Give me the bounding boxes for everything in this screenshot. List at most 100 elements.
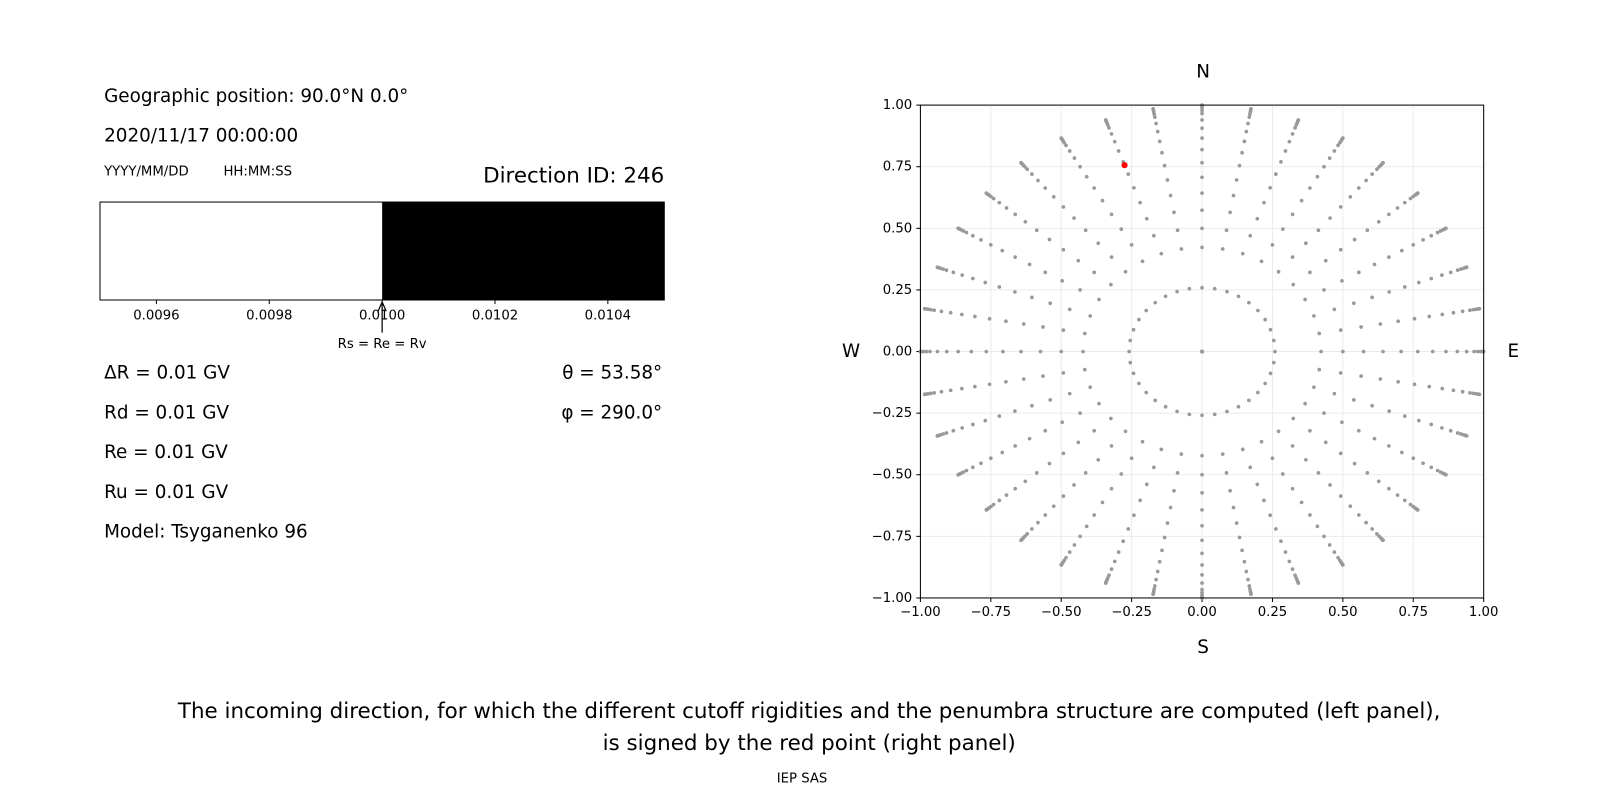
direction-point (1464, 265, 1469, 270)
direction-point (984, 191, 989, 195)
direction-point (932, 391, 936, 395)
direction-point (1013, 444, 1018, 448)
direction-point (1116, 149, 1121, 153)
direction-point (1448, 428, 1453, 433)
direction-point (1000, 248, 1005, 253)
direction-point (973, 384, 977, 389)
direction-point (1109, 132, 1114, 136)
direction-point (1061, 247, 1066, 252)
direction-point (1154, 121, 1158, 126)
direction-point (1144, 482, 1149, 487)
direction-point (1332, 149, 1337, 153)
direction-point (1271, 338, 1276, 343)
direction-point (1021, 377, 1026, 381)
direction-point (1175, 228, 1180, 233)
direction-point (1092, 186, 1097, 190)
direction-point (1455, 431, 1460, 435)
x-tick-label: −0.25 (1111, 605, 1152, 620)
direction-point (1200, 453, 1204, 458)
direction-point (988, 242, 993, 247)
direction-point (1279, 160, 1283, 164)
direction-point (1109, 416, 1113, 421)
direction-point (1460, 389, 1465, 394)
direction-point (1378, 377, 1383, 381)
direction-point (1356, 270, 1361, 275)
direction-point (1327, 156, 1332, 160)
direction-point (1291, 416, 1296, 421)
direction-point (1200, 111, 1204, 116)
direction-point (1179, 452, 1184, 456)
direction-point (1162, 535, 1167, 540)
direction-point (932, 308, 936, 313)
direction-point (1247, 584, 1252, 588)
direction-point (1322, 164, 1326, 169)
cutoff-label: Rs = Re = Rv (338, 337, 427, 352)
direction-point (1268, 327, 1273, 332)
direction-point (1273, 527, 1278, 531)
direction-point (1200, 581, 1204, 585)
y-tick-label: 1.00 (883, 98, 913, 113)
direction-point (1255, 216, 1260, 221)
direction-point (1163, 294, 1168, 299)
direction-point (1061, 494, 1066, 498)
direction-point (1317, 367, 1322, 372)
direction-point (1228, 488, 1232, 493)
direction-point (1290, 212, 1295, 217)
direction-point (1402, 414, 1407, 418)
direction-point (1112, 559, 1117, 564)
direction-point (1287, 559, 1292, 564)
direction-point (984, 349, 989, 354)
y-tick-label: −0.50 (872, 468, 913, 483)
direction-point (1061, 205, 1066, 209)
direction-point (1137, 381, 1141, 386)
direction-point (1084, 174, 1089, 179)
direction-point (1365, 228, 1370, 233)
direction-point (1312, 314, 1316, 318)
direction-point (1107, 573, 1111, 578)
direction-point (1396, 319, 1400, 324)
direction-point (1004, 493, 1009, 497)
direction-point (1067, 307, 1072, 312)
direction-point (1308, 428, 1312, 433)
direction-point (1279, 539, 1283, 544)
direction-point (1415, 191, 1420, 195)
direction-point (1276, 429, 1281, 434)
direction-point (960, 312, 964, 317)
direction-point (1255, 482, 1260, 487)
direction-point (1051, 195, 1056, 199)
direction-point (1001, 349, 1005, 354)
direction-point (1200, 285, 1204, 290)
direction-point (1083, 228, 1088, 233)
y-tick-label: −1.00 (872, 591, 913, 606)
direction-point (1308, 513, 1312, 517)
compass-w: W (842, 341, 860, 362)
direction-point (1048, 301, 1053, 306)
direction-point (1416, 280, 1421, 285)
direction-point (997, 285, 1002, 289)
direction-point (1019, 538, 1023, 543)
direction-point (1375, 167, 1379, 172)
direction-point (1322, 534, 1326, 539)
direction-point (1338, 371, 1343, 375)
direction-point (1411, 242, 1416, 247)
direction-point (1356, 513, 1361, 517)
direction-point (1041, 325, 1045, 329)
direction-point (1322, 411, 1326, 415)
x-tick-label: 0.25 (1258, 605, 1288, 620)
direction-point (1060, 279, 1064, 283)
direction-point (1247, 398, 1251, 403)
direction-point (1370, 172, 1374, 176)
direction-point (1119, 472, 1124, 476)
direction-point (1128, 338, 1133, 343)
direction-point (928, 349, 932, 354)
direction-point (1440, 426, 1444, 430)
direction-point (1047, 461, 1052, 466)
direction-point (1242, 139, 1247, 144)
caption: The incoming direction, for which the di… (177, 699, 1441, 724)
direction-point (1131, 371, 1136, 376)
direction-point (971, 276, 975, 281)
direction-point (1290, 567, 1295, 571)
direction-point (951, 428, 956, 433)
direction-point (1200, 508, 1204, 512)
